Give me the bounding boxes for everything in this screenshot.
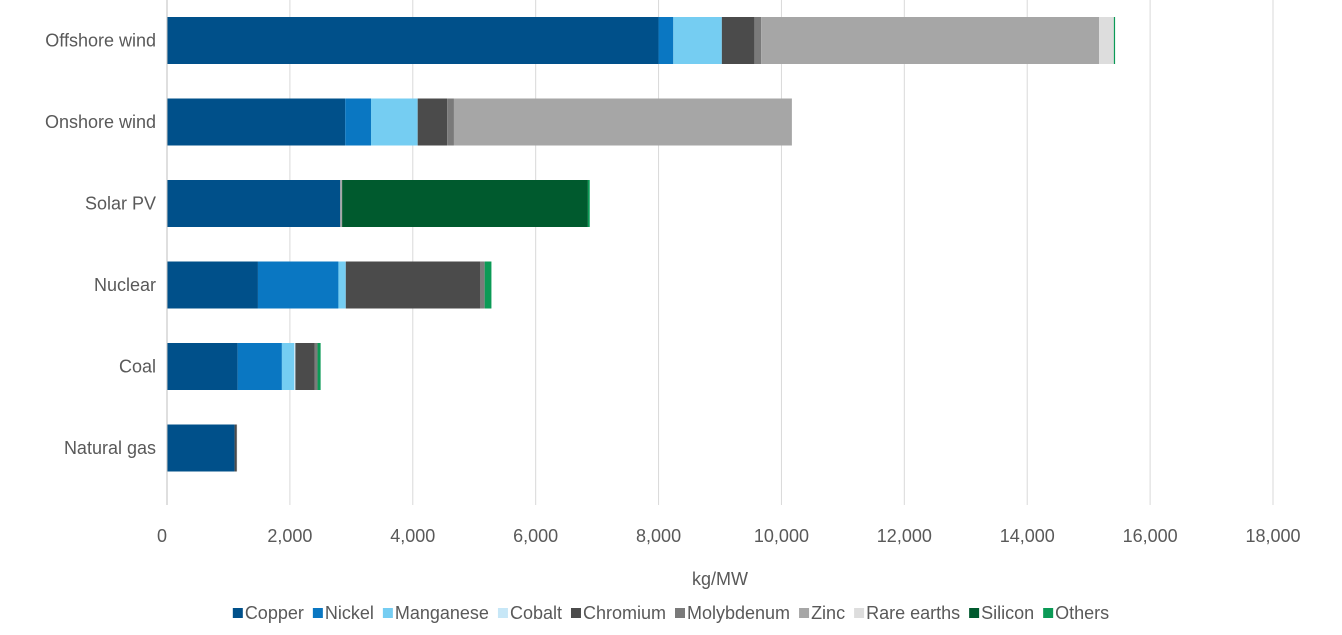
- x-tick-label-12-000: 12,000: [877, 526, 932, 546]
- legend-item-molybdenum: Molybdenum: [675, 603, 790, 623]
- legend-item-manganese: Manganese: [382, 603, 489, 623]
- x-tick-label-2-000: 2,000: [267, 526, 312, 546]
- bar-coal-cobalt: [294, 343, 296, 390]
- legend-swatch-nickel: [312, 608, 323, 618]
- legend-swatch-zinc: [799, 608, 810, 618]
- bar-solar-pv-others: [587, 180, 590, 227]
- bar-offshore-wind-nickel: [658, 17, 674, 64]
- legend-swatch-cobalt: [497, 608, 508, 618]
- bar-offshore-wind-copper: [167, 17, 659, 64]
- bar-offshore-wind-chromium: [721, 17, 755, 64]
- bar-coal-nickel: [237, 343, 282, 390]
- legend-label-chromium: Chromium: [583, 603, 666, 623]
- legend-item-cobalt: Cobalt: [497, 603, 562, 623]
- gridlines: [289, 0, 1274, 505]
- bar-solar-pv-zinc: [340, 180, 343, 227]
- bar-onshore-wind-nickel: [345, 98, 371, 146]
- category-label-natural-gas: Natural gas: [64, 438, 156, 458]
- legend-item-copper: Copper: [232, 603, 304, 623]
- legend: Copper Nickel Manganese Cobalt Chromium Molyb…: [232, 603, 1109, 623]
- bar-natural-gas-copper: [167, 424, 235, 472]
- category-label-nuclear: Nuclear: [94, 275, 156, 295]
- legend-swatch-copper: [232, 608, 243, 618]
- x-tick-label-8-000: 8,000: [636, 526, 681, 546]
- bar-onshore-wind-zinc: [453, 98, 792, 146]
- x-tick-label-6-000: 6,000: [513, 526, 558, 546]
- legend-item-others: Others: [1043, 603, 1109, 623]
- legend-label-rare-earths: Rare earths: [866, 603, 960, 623]
- legend-label-cobalt: Cobalt: [510, 603, 562, 623]
- legend-swatch-molybdenum: [675, 608, 685, 618]
- bar-nuclear-others: [484, 261, 492, 309]
- bar-natural-gas-molybdenum: [236, 424, 238, 472]
- bar-onshore-wind-copper: [167, 98, 346, 146]
- x-tick-label-0: 0: [157, 526, 167, 546]
- legend-swatch-silicon: [969, 608, 980, 618]
- bar-offshore-wind-manganese: [673, 17, 722, 64]
- legend-label-copper: Copper: [245, 603, 304, 623]
- x-tick-label-4-000: 4,000: [390, 526, 435, 546]
- bar-onshore-wind-manganese: [370, 98, 418, 146]
- legend-label-silicon: Silicon: [981, 603, 1034, 623]
- legend-label-others: Others: [1055, 603, 1109, 623]
- bar-coal-copper: [167, 343, 238, 390]
- bar-onshore-wind-molybdenum: [447, 98, 454, 146]
- legend-label-zinc: Zinc: [811, 603, 845, 623]
- legend-label-manganese: Manganese: [395, 603, 489, 623]
- bar-solar-pv-copper: [167, 180, 341, 227]
- bar-onshore-wind-chromium: [417, 98, 448, 146]
- bar-solar-pv-silicon: [342, 180, 588, 227]
- bar-nuclear-molybdenum: [480, 261, 485, 309]
- legend-item-nickel: Nickel: [312, 603, 374, 623]
- legend-label-molybdenum: Molybdenum: [687, 603, 790, 623]
- category-label-solar-pv: Solar PV: [85, 194, 156, 214]
- bar-natural-gas-chromium: [234, 424, 237, 472]
- x-tick-label-10-000: 10,000: [754, 526, 809, 546]
- bar-nuclear-copper: [167, 261, 258, 309]
- bar-coal-molybdenum: [314, 343, 318, 390]
- legend-item-silicon: Silicon: [969, 603, 1034, 623]
- x-tick-label-18-000: 18,000: [1245, 526, 1300, 546]
- legend-item-zinc: Zinc: [799, 603, 845, 623]
- legend-swatch-manganese: [382, 608, 393, 618]
- bar-offshore-wind-zinc: [761, 17, 1100, 64]
- bar-offshore-wind-rare-earths: [1099, 17, 1114, 64]
- bar-coal-others: [317, 343, 321, 390]
- bar-coal-chromium: [295, 343, 315, 390]
- x-tick-label-14-000: 14,000: [1000, 526, 1055, 546]
- category-label-coal: Coal: [119, 357, 156, 377]
- axes: 0 2,000 4,000 6,000 8,000 10,000 12,000 14,000 1…: [45, 0, 1301, 589]
- bar-offshore-wind-molybdenum: [754, 17, 762, 64]
- category-label-offshore-wind: Offshore wind: [45, 31, 156, 51]
- bar-nuclear-manganese: [338, 261, 346, 309]
- legend-swatch-others: [1043, 608, 1054, 618]
- bar-offshore-wind-others: [1113, 17, 1116, 64]
- bar-coal-manganese: [281, 343, 295, 390]
- legend-item-chromium: Chromium: [570, 603, 666, 623]
- bar-nuclear-nickel: [257, 261, 339, 309]
- legend-swatch-chromium: [570, 608, 581, 618]
- legend-item-rare-earths: Rare earths: [854, 603, 960, 623]
- x-axis-title: kg/MW: [692, 569, 748, 589]
- bar-nuclear-chromium: [345, 261, 481, 309]
- bars: [167, 17, 1116, 472]
- x-tick-label-16-000: 16,000: [1123, 526, 1178, 546]
- legend-swatch-rare-earths: [854, 608, 865, 618]
- category-label-onshore-wind: Onshore wind: [45, 112, 156, 132]
- legend-label-nickel: Nickel: [325, 603, 374, 623]
